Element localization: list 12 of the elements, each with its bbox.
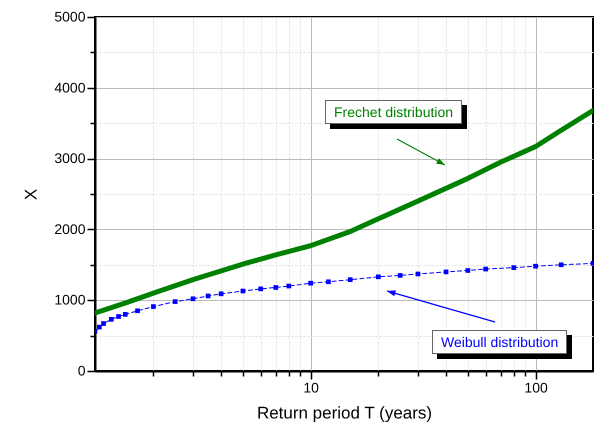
x-tick-label: 10 <box>303 380 320 396</box>
y-tick-label: 1000 <box>54 292 86 308</box>
text: Frechet distribution <box>325 100 462 124</box>
y-tick-label: 4000 <box>54 79 86 96</box>
y-tick-label: 3000 <box>54 150 86 166</box>
y-axis-title: X <box>21 188 40 200</box>
y-tick-label: 0 <box>78 362 86 378</box>
x-axis-title: Return period T (years) <box>256 404 432 422</box>
text: Weibull distribution <box>432 330 568 354</box>
y-tick-label: 5000 <box>54 8 86 24</box>
y-tick-label: 2000 <box>54 220 86 237</box>
x-tick-label: 100 <box>524 380 548 396</box>
